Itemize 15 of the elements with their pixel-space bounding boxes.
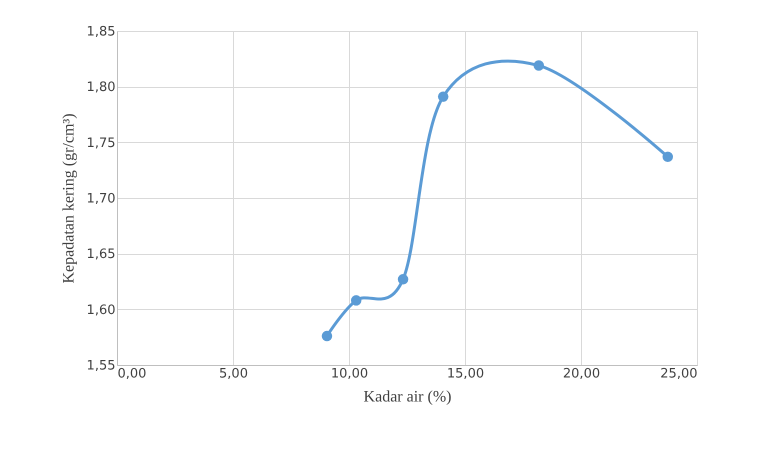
y-tick-label: 1,55 <box>86 358 116 374</box>
x-axis-title: Kadar air (%) <box>364 388 452 406</box>
y-tick-label: 1,75 <box>86 136 116 151</box>
y-tick-label: 1,65 <box>86 247 116 262</box>
x-tick-label: 0,00 <box>118 366 146 382</box>
x-tick-label: 20,00 <box>562 366 600 382</box>
y-axis-title: Kepadatan kering (gr/cm³) <box>60 113 78 284</box>
x-tick-label: 10,00 <box>330 366 368 382</box>
y-tick-label: 1,85 <box>86 24 116 40</box>
y-tick-label: 1,60 <box>86 302 116 318</box>
y-tick-label: 1,80 <box>86 80 116 96</box>
x-tick-label: 15,00 <box>446 366 484 382</box>
y-tick-label: 1,70 <box>86 192 116 206</box>
x-tick-label: 25,00 <box>660 366 698 382</box>
x-tick-label: 5,00 <box>219 366 248 382</box>
